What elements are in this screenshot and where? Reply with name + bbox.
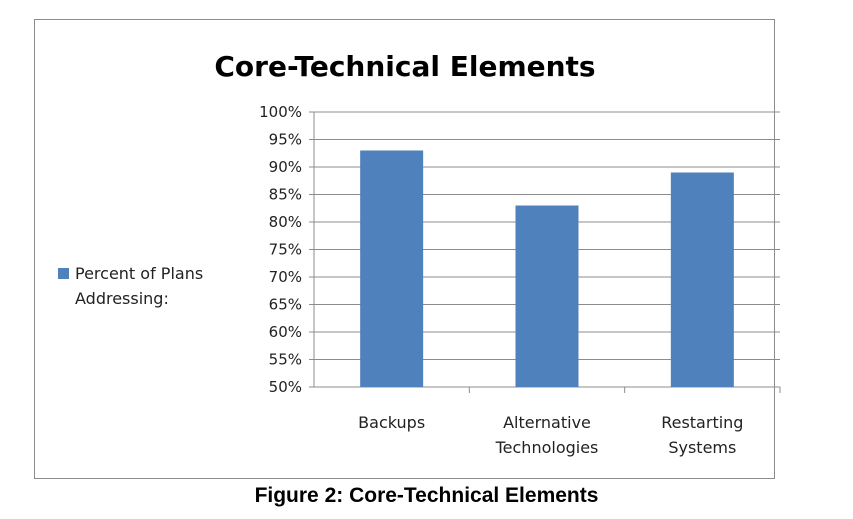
legend-label: Percent of Plans Addressing:	[75, 264, 204, 308]
x-tick-label: Alternative Technologies	[495, 413, 599, 457]
y-tick-label: 65%	[269, 296, 302, 314]
figure-caption: Figure 2: Core-Technical Elements	[254, 484, 599, 507]
y-tick-label: 55%	[269, 351, 302, 369]
y-tick-label: 50%	[269, 378, 302, 396]
y-tick-label: 90%	[269, 158, 302, 176]
bar	[670, 172, 734, 387]
bar	[515, 205, 579, 387]
x-tick-label: Restarting Systems	[661, 413, 743, 457]
x-tick-label: Backups	[358, 413, 425, 432]
y-tick-label: 60%	[269, 323, 302, 341]
y-tick-label: 75%	[269, 241, 302, 259]
legend-swatch	[58, 268, 69, 279]
legend: Percent of Plans Addressing:	[58, 261, 233, 311]
chart-title: Core-Technical Elements	[214, 50, 596, 83]
y-tick-label: 70%	[269, 268, 302, 286]
y-tick-label: 100%	[259, 103, 302, 121]
y-tick-label: 95%	[269, 131, 302, 149]
y-tick-label: 85%	[269, 186, 302, 204]
bar	[360, 150, 424, 387]
y-tick-label: 80%	[269, 213, 302, 231]
